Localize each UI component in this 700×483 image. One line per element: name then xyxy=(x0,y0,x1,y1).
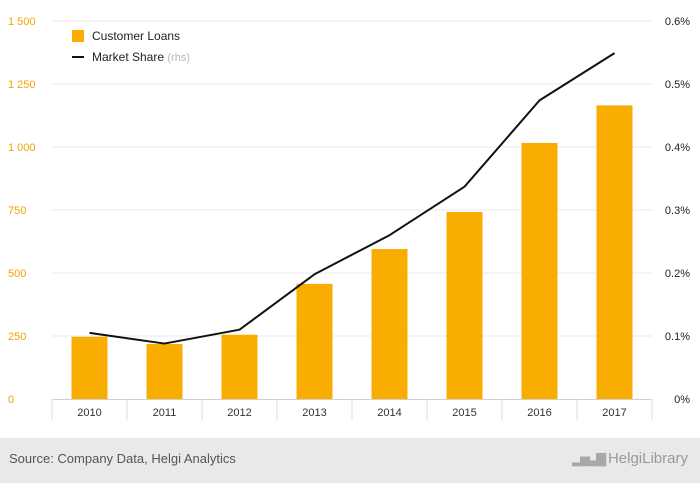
y-tick-label: 1 500 xyxy=(8,16,36,28)
x-tick-label: 2016 xyxy=(527,407,551,419)
legend-label-market-share: Market Share (rhs) xyxy=(92,50,190,64)
x-tick-label: 2014 xyxy=(377,407,401,419)
helgi-library-logo[interactable]: ▂▅▃▇ HelgiLibrary xyxy=(572,450,688,467)
y-tick-label: 500 xyxy=(8,268,26,280)
y-tick-label: 1 000 xyxy=(8,142,36,154)
y2-tick-label: 0.6% xyxy=(665,16,690,28)
y-tick-label: 250 xyxy=(8,331,26,343)
legend-swatch-customer-loans xyxy=(72,30,84,42)
bar-customer-loans xyxy=(221,334,258,399)
bar-customer-loans xyxy=(71,336,108,399)
bar-customer-loans xyxy=(596,105,633,400)
logo-text: HelgiLibrary xyxy=(607,450,688,467)
y2-tick-label: 0.2% xyxy=(665,268,690,280)
x-tick-label: 2017 xyxy=(602,407,626,419)
y2-tick-label: 0.1% xyxy=(665,331,690,343)
y2-tick-label: 0.3% xyxy=(665,205,690,217)
footer: Source: Company Data, Helgi Analytics ▂▅… xyxy=(0,438,700,483)
legend-series-name: Market Share xyxy=(92,50,167,64)
bar-customer-loans xyxy=(446,212,483,399)
y2-tick-label: 0% xyxy=(674,394,690,406)
y-tick-label: 0 xyxy=(8,394,14,406)
x-tick-label: 2015 xyxy=(452,407,476,419)
chart-logo-icon: ▂▅▃▇ xyxy=(571,450,606,466)
y-tick-label: 1 250 xyxy=(8,79,36,91)
y-tick-label: 750 xyxy=(8,205,26,217)
legend-rhs-note: (rhs) xyxy=(167,52,190,64)
bar-customer-loans xyxy=(146,344,183,399)
bar-customer-loans xyxy=(521,142,558,399)
legend-label-customer-loans: Customer Loans xyxy=(92,29,180,43)
x-tick-label: 2013 xyxy=(302,407,326,419)
y2-tick-label: 0.4% xyxy=(665,142,690,154)
x-tick-label: 2011 xyxy=(153,407,177,419)
x-tick-label: 2012 xyxy=(227,407,251,419)
bar-customer-loans xyxy=(296,283,333,399)
y2-tick-label: 0.5% xyxy=(665,79,690,91)
source-note: Source: Company Data, Helgi Analytics xyxy=(9,451,236,466)
bar-customer-loans xyxy=(371,249,408,399)
line-market-share xyxy=(89,52,616,345)
chart: 0 250 500 750 1 000 1 250 1 500 0% 0.1% 0.2% 0.3% 0… xyxy=(8,16,690,420)
x-tick-label: 2010 xyxy=(77,407,101,419)
